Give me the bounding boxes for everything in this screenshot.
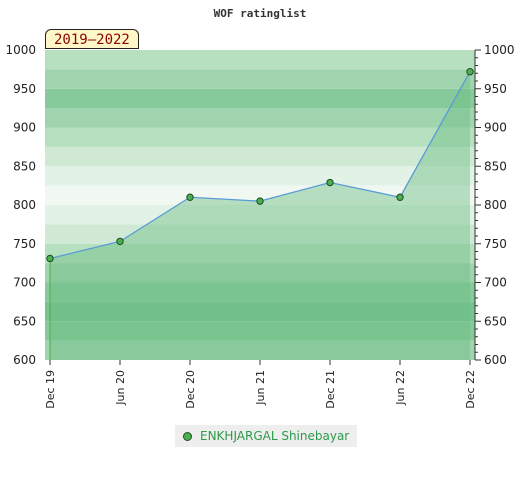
y-axis-left: 600 650 700 750 800 850 900 950 1000: [5, 43, 36, 367]
legend[interactable]: ENKHJARGAL Shinebayar: [175, 425, 358, 447]
y-tick-label-right: 950: [484, 82, 507, 96]
background-band: [45, 263, 475, 283]
background-band: [45, 108, 475, 128]
background-band: [45, 243, 475, 264]
x-tick-label: Dec 20: [184, 370, 197, 409]
y-tick-label-right: 800: [484, 198, 507, 212]
data-point: [396, 193, 404, 201]
background-band: [45, 69, 475, 89]
x-tick-label: Jun 22: [394, 370, 407, 406]
y-tick-label-left: 700: [13, 276, 36, 290]
legend-marker-icon: [183, 431, 192, 441]
data-point: [256, 197, 264, 205]
data-point: [466, 68, 474, 76]
background-band: [45, 205, 475, 225]
background-band: [45, 301, 475, 322]
y-tick-label-left: 850: [13, 159, 36, 173]
y-tick-label-right: 700: [484, 276, 507, 290]
y-tick-label-right: 900: [484, 121, 507, 135]
data-point: [46, 254, 54, 263]
background-band: [45, 88, 475, 109]
data-point: [186, 193, 194, 201]
y-tick-label-right: 1000: [484, 43, 515, 57]
x-axis: Dec 19 Jun 20 Dec 20 Jun 21 Dec 21 Jun 22 Dec …: [44, 360, 477, 409]
y-tick-label-left: 650: [13, 314, 36, 328]
y-tick-label-left: 750: [13, 237, 36, 251]
date-range-label: 2019–2022: [45, 29, 139, 49]
background-band: [45, 321, 475, 341]
background-band: [45, 282, 475, 302]
y-tick-label-left: 1000: [5, 43, 36, 57]
x-tick-label: Jun 21: [254, 370, 267, 406]
y-tick-label-right: 850: [484, 159, 507, 173]
background-bands: [45, 50, 475, 360]
series-area-fill: [50, 71, 470, 360]
data-point: [116, 237, 124, 246]
legend-series-name: ENKHJARGAL Shinebayar: [200, 429, 350, 443]
y-tick-label-left: 600: [13, 353, 36, 367]
chart-title: WOF ratinglist: [214, 7, 307, 20]
y-tick-label-right: 750: [484, 237, 507, 251]
data-point: [326, 178, 334, 187]
background-band: [45, 50, 475, 70]
background-band: [45, 224, 475, 244]
background-band: [45, 146, 475, 167]
y-axis-right: 600 650 700 750 800 850 900 950 1000: [474, 43, 515, 367]
y-tick-label-left: 800: [13, 198, 36, 212]
background-band: [45, 340, 475, 360]
x-tick-label: Dec 21: [324, 370, 337, 409]
y-tick-label-right: 650: [484, 314, 507, 328]
background-band: [45, 166, 475, 186]
y-tick-label-left: 950: [13, 82, 36, 96]
background-band: [45, 127, 475, 147]
y-tick-label-right: 600: [484, 353, 507, 367]
y-tick-label-left: 900: [13, 121, 36, 135]
series-points: [46, 68, 474, 263]
x-tick-label: Dec 19: [44, 370, 57, 409]
x-tick-label: Dec 22: [464, 370, 477, 409]
x-tick-label: Jun 20: [114, 370, 127, 406]
